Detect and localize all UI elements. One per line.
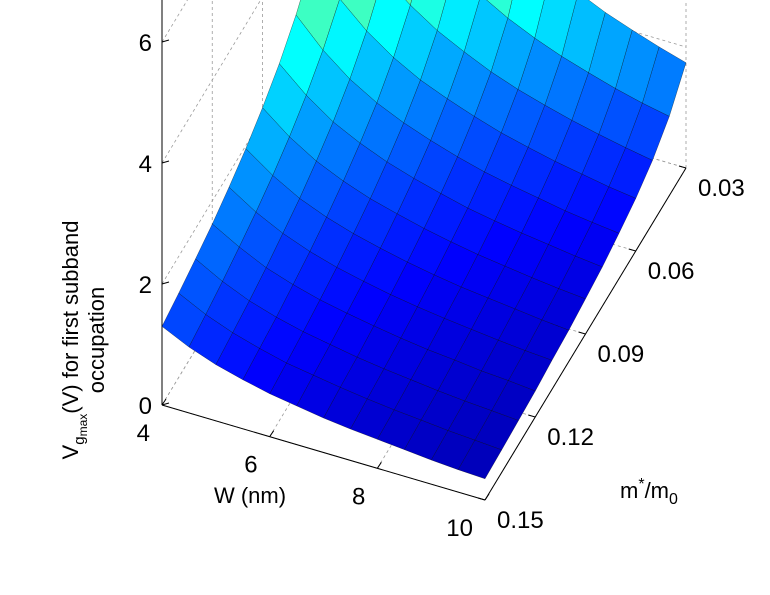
y-tick-label: 0.15 bbox=[497, 507, 544, 534]
y-tick-label: 0.03 bbox=[698, 175, 745, 202]
z-tick-mark bbox=[161, 281, 170, 285]
z-tick-label: 0 bbox=[139, 393, 152, 420]
z-tick-mark bbox=[161, 160, 170, 164]
z-tick-label: 2 bbox=[139, 272, 152, 299]
z-axis-label-line2: occupation bbox=[84, 287, 109, 393]
x-tick-label: 8 bbox=[352, 483, 365, 510]
y-tick-mark bbox=[477, 497, 486, 501]
z-axis-label-v: V bbox=[58, 444, 83, 459]
y-tick-label: 0.12 bbox=[547, 424, 594, 451]
z-axis-label: Vgmax(V) for first subband occupation bbox=[58, 221, 109, 460]
y-axis-label: m*/m0 bbox=[620, 476, 678, 508]
surface-patch bbox=[161, 292, 207, 348]
x-axis-label: W (nm) bbox=[214, 483, 286, 508]
y-tick-label: 0.06 bbox=[648, 258, 695, 285]
z-tick-mark bbox=[161, 402, 170, 406]
z-tick-label: 4 bbox=[139, 151, 152, 178]
y-tick-label: 0.09 bbox=[598, 341, 645, 368]
x-tick-label: 10 bbox=[446, 515, 473, 542]
svg-text:Vgmax(V) for first subband: Vgmax(V) for first subband bbox=[58, 221, 90, 460]
y-tick-mark bbox=[678, 165, 687, 169]
y-tick-mark bbox=[578, 331, 586, 335]
axes bbox=[161, 0, 687, 501]
x-tick-mark bbox=[376, 462, 382, 469]
x-tick-mark bbox=[161, 398, 167, 406]
y-axis-label-sub0: 0 bbox=[669, 491, 678, 508]
y-axis-label-m: m bbox=[620, 478, 638, 503]
y-axis-label-star: * bbox=[638, 476, 644, 493]
z-tick-mark bbox=[161, 39, 170, 43]
y-axis-label-slash-m: /m bbox=[645, 478, 669, 503]
surface bbox=[161, 0, 687, 480]
y-tick-mark bbox=[628, 248, 636, 252]
z-tick-label: 6 bbox=[139, 30, 152, 57]
x-tick-mark bbox=[269, 430, 275, 437]
z-axis-label-sub-max: max bbox=[76, 414, 90, 437]
z-axis-label-sub-g: g bbox=[71, 436, 88, 444]
x-tick-mark bbox=[484, 493, 490, 501]
y-tick-mark bbox=[528, 414, 536, 418]
tick-labels: 0 2 4 6 4 6 8 10 0.03 0.06 0.09 0.12 0.15 bbox=[137, 30, 745, 542]
x-tick-label: 6 bbox=[244, 452, 257, 479]
z-axis-label-rest: (V) for first subband bbox=[58, 221, 83, 414]
x-axis-line bbox=[161, 404, 486, 501]
x-tick-label: 4 bbox=[137, 420, 150, 447]
